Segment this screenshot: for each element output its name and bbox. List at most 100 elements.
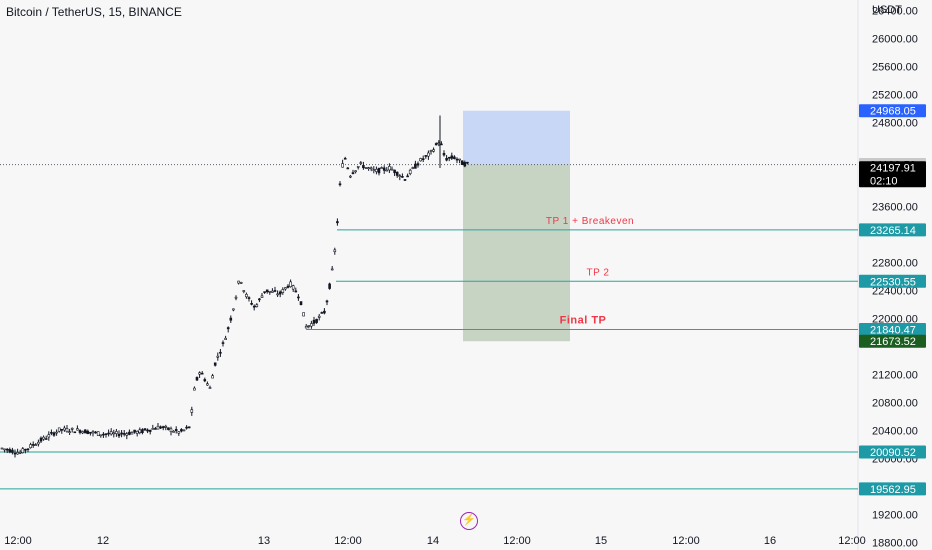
candle-body — [68, 431, 71, 433]
candle-body — [138, 429, 142, 434]
candle-body — [16, 452, 19, 455]
candle — [372, 166, 376, 174]
candle — [107, 429, 110, 437]
candle — [239, 281, 243, 284]
level-price-tag-bg — [859, 323, 926, 337]
candle — [146, 428, 149, 434]
candle-body — [55, 431, 58, 434]
candle-body — [427, 152, 430, 157]
candle — [466, 161, 469, 165]
candle-body — [37, 441, 40, 445]
candle-body — [99, 434, 103, 437]
candle — [395, 171, 399, 178]
candle-body — [432, 149, 435, 152]
stop-price-tag-bg — [859, 104, 926, 118]
candle — [156, 422, 160, 430]
last-price-tag-bg — [859, 161, 926, 188]
candle — [130, 431, 134, 435]
candle — [55, 429, 58, 436]
candle — [284, 287, 287, 291]
take-profit-zone[interactable] — [463, 164, 570, 342]
candle-body — [167, 427, 170, 430]
candle-body — [367, 167, 370, 169]
candle — [128, 429, 131, 436]
candle — [11, 447, 14, 455]
candle — [237, 280, 240, 285]
candle-body — [234, 296, 238, 299]
candle — [336, 218, 339, 226]
candle-body — [320, 312, 324, 314]
candle — [289, 279, 292, 288]
stop-loss-zone[interactable] — [463, 110, 570, 165]
candle — [375, 166, 378, 175]
candle — [354, 170, 357, 174]
candle — [453, 155, 456, 160]
candle — [338, 181, 342, 187]
candle-body — [447, 156, 451, 159]
candle — [408, 168, 412, 176]
candle-body — [224, 337, 227, 340]
level-price-tag: 20090.52 — [859, 445, 926, 459]
candle-body — [310, 323, 313, 327]
level-annotation: TP 2 — [587, 267, 610, 278]
candle-body — [73, 431, 77, 434]
candle-body — [250, 303, 253, 305]
candle-body — [187, 426, 191, 429]
candle — [65, 425, 69, 433]
candle — [411, 166, 415, 170]
candle-body — [50, 432, 53, 434]
candle-body — [393, 169, 396, 174]
candle-body — [424, 155, 428, 157]
candle-body — [369, 167, 373, 170]
candle — [250, 300, 253, 306]
candle-body — [346, 167, 350, 170]
candle-body — [42, 436, 45, 440]
last-price-tag-countdown: 02:10 — [870, 176, 898, 188]
candle-body — [125, 433, 129, 436]
candle — [133, 429, 136, 434]
candle — [260, 292, 264, 298]
candle — [445, 155, 448, 162]
level-price-tag-bg — [859, 223, 926, 237]
candle-body — [245, 294, 248, 298]
candle — [429, 149, 433, 155]
candle-body — [286, 285, 290, 288]
candle-body — [466, 161, 469, 164]
candle — [29, 442, 32, 449]
level-price-tag-text: 21840.47 — [870, 325, 916, 337]
candle — [96, 431, 100, 436]
lightning-icon[interactable]: ⚡ — [460, 512, 478, 530]
candle-body — [213, 362, 217, 366]
candle — [263, 291, 266, 294]
candle-body — [81, 431, 84, 434]
stop-price-tag-text: 24968.05 — [870, 106, 916, 118]
candle-body — [115, 431, 118, 434]
candle — [5, 448, 9, 454]
y-tick-label: 22000.00 — [872, 313, 918, 325]
candle-body — [112, 432, 116, 435]
candle — [24, 448, 27, 454]
candle — [120, 430, 123, 438]
candle-body — [317, 315, 321, 318]
candle-body — [408, 169, 412, 175]
candle-body — [252, 305, 256, 308]
candle-body — [406, 175, 409, 178]
candle-body — [63, 427, 66, 431]
level-price-tag-bg — [859, 274, 926, 288]
candle — [47, 431, 51, 441]
candle — [333, 247, 337, 255]
candle — [99, 434, 103, 438]
candle — [390, 166, 394, 171]
candle-body — [151, 428, 155, 430]
candle-body — [284, 287, 287, 290]
candle-body — [463, 162, 467, 167]
candle-body — [411, 167, 415, 169]
candle — [70, 427, 74, 433]
level-annotation: Final TP — [560, 315, 607, 327]
candle-body — [164, 425, 168, 428]
candle-body — [375, 168, 378, 172]
candle-body — [362, 165, 365, 169]
candle — [385, 167, 389, 172]
candle-body — [154, 428, 157, 430]
